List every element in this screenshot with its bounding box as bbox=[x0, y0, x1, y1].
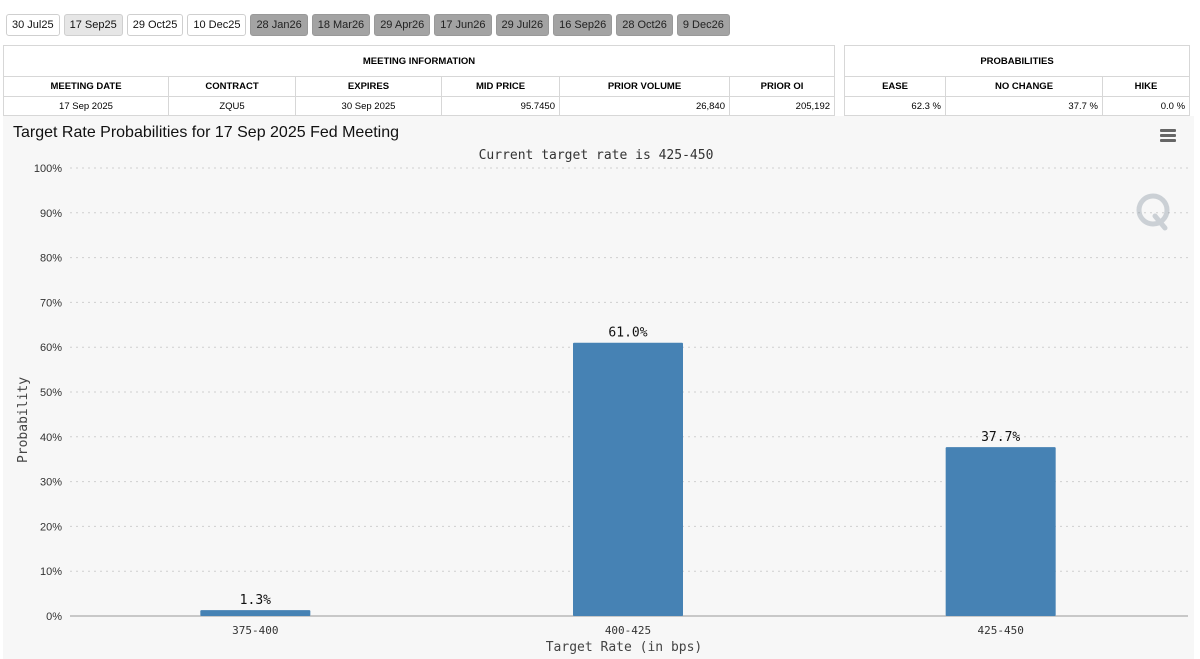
probabilities-table: PROBABILITIES EASE NO CHANGE HIKE 62.3 %… bbox=[843, 45, 1191, 116]
y-tick-label: 10% bbox=[40, 566, 62, 578]
x-tick-label: 425-450 bbox=[977, 624, 1023, 637]
y-tick-label: 100% bbox=[34, 163, 62, 175]
bar-400-425 bbox=[573, 342, 683, 616]
bar-375-400 bbox=[200, 610, 311, 616]
y-tick-label: 50% bbox=[40, 387, 62, 399]
y-tick-label: 0% bbox=[46, 611, 62, 623]
meeting-tabs: 30 Jul25 17 Sep25 29 Oct25 10 Dec25 28 Jan26… bbox=[6, 14, 730, 36]
contract-value: ZQU5 bbox=[168, 96, 296, 116]
y-tick-label: 20% bbox=[40, 521, 62, 533]
q-logo-icon bbox=[1136, 193, 1170, 231]
header-prior-volume: PRIOR VOLUME bbox=[559, 76, 730, 97]
probabilities-title: PROBABILITIES bbox=[843, 45, 1191, 77]
bar-chart: Current target rate is 425-450 0% 10% 20% 30… bbox=[16, 148, 1188, 655]
y-axis-label: Probability bbox=[16, 377, 31, 463]
y-tick-label: 60% bbox=[40, 342, 62, 354]
hike-value: 0.0 % bbox=[1101, 96, 1191, 116]
chart-subtitle: Current target rate is 425-450 bbox=[479, 148, 714, 163]
y-tick-label: 70% bbox=[40, 297, 62, 309]
tab-9-dec26[interactable]: 9 Dec26 bbox=[676, 14, 730, 36]
header-expires: EXPIRES bbox=[295, 76, 442, 97]
y-tick-label: 40% bbox=[40, 432, 62, 444]
tab-16-sep26[interactable]: 16 Sep26 bbox=[553, 14, 613, 36]
tab-29-apr26[interactable]: 29 Apr26 bbox=[374, 14, 431, 36]
tab-29-oct25[interactable]: 29 Oct25 bbox=[126, 14, 184, 36]
meeting-date-value: 17 Sep 2025 bbox=[3, 96, 169, 116]
tab-29-jul26[interactable]: 29 Jul26 bbox=[495, 14, 550, 36]
header-no-change: NO CHANGE bbox=[945, 76, 1103, 97]
chart-container: Target Rate Probabilities for 17 Sep 202… bbox=[3, 116, 1194, 659]
header-prior-oi: PRIOR OI bbox=[728, 76, 836, 97]
tab-10-dec25[interactable]: 10 Dec25 bbox=[187, 14, 247, 36]
meeting-information-title: MEETING INFORMATION bbox=[2, 45, 836, 77]
header-contract: CONTRACT bbox=[168, 76, 296, 97]
header-hike: HIKE bbox=[1101, 76, 1191, 97]
bar-425-450 bbox=[945, 447, 1056, 616]
data-label: 1.3% bbox=[240, 593, 271, 608]
header-mid-price: MID PRICE bbox=[441, 76, 560, 97]
header-meeting-date: MEETING DATE bbox=[3, 76, 169, 97]
tab-30-jul25[interactable]: 30 Jul25 bbox=[6, 14, 60, 36]
tab-17-sep25[interactable]: 17 Sep25 bbox=[63, 14, 123, 36]
prior-volume-value: 26,840 bbox=[559, 96, 730, 116]
tab-17-jun26[interactable]: 17 Jun26 bbox=[434, 14, 492, 36]
y-tick-label: 90% bbox=[40, 208, 62, 220]
tab-18-mar26[interactable]: 18 Mar26 bbox=[311, 14, 371, 36]
tab-28-jan26[interactable]: 28 Jan26 bbox=[250, 14, 308, 36]
expires-value: 30 Sep 2025 bbox=[295, 96, 442, 116]
x-tick-label: 400-425 bbox=[605, 624, 651, 637]
meeting-information-table: MEETING INFORMATION MEETING DATE CONTRAC… bbox=[2, 45, 836, 116]
chart-title: Target Rate Probabilities for 17 Sep 202… bbox=[13, 124, 400, 141]
data-label: 37.7% bbox=[981, 430, 1020, 445]
prior-oi-value: 205,192 bbox=[728, 96, 836, 116]
ease-value: 62.3 % bbox=[844, 96, 946, 116]
y-tick-label: 80% bbox=[40, 253, 62, 265]
data-label: 61.0% bbox=[608, 326, 647, 341]
mid-price-value: 95.7450 bbox=[441, 96, 560, 116]
table-row: 62.3 % 37.7 % 0.0 % bbox=[844, 96, 1191, 116]
x-tick-label: 375-400 bbox=[232, 624, 278, 637]
x-axis-label: Target Rate (in bps) bbox=[546, 640, 703, 655]
header-ease: EASE bbox=[844, 76, 946, 97]
table-row: 17 Sep 2025 ZQU5 30 Sep 2025 95.7450 26,… bbox=[3, 96, 836, 116]
no-change-value: 37.7 % bbox=[945, 96, 1103, 116]
hamburger-menu-icon[interactable] bbox=[1160, 129, 1176, 142]
y-tick-label: 30% bbox=[40, 477, 62, 489]
tab-28-oct26[interactable]: 28 Oct26 bbox=[616, 14, 673, 36]
